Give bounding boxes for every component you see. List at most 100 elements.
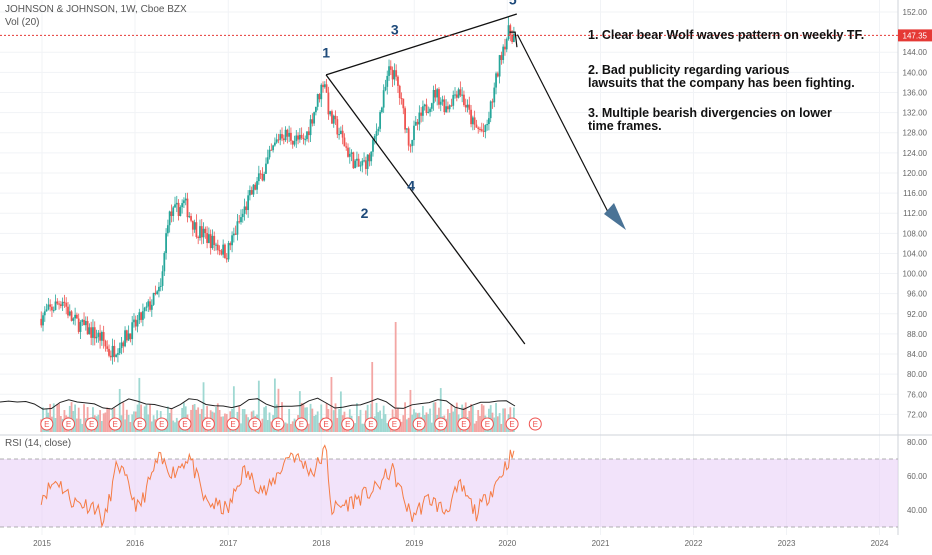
volume-bar (354, 423, 357, 432)
candle-body (315, 106, 317, 113)
candle-body (495, 73, 497, 88)
candle-body (106, 346, 109, 349)
candle-body (161, 271, 164, 286)
volume-bar (118, 388, 121, 432)
candle-body (100, 332, 103, 341)
volume-bar (336, 417, 339, 432)
volume-bar (193, 404, 196, 432)
volume-bar (150, 421, 153, 432)
candle-body (336, 119, 339, 135)
candle-body (70, 311, 73, 321)
candle-body (311, 119, 314, 124)
candle-body (193, 222, 196, 230)
price-axis-tick: 84.00 (907, 350, 928, 359)
candle-body (266, 157, 269, 164)
candle-body (306, 131, 308, 140)
volume-bar (245, 414, 248, 432)
candle-body (291, 140, 294, 145)
candle-body (504, 46, 506, 50)
earnings-marker-label: E (275, 420, 280, 429)
price-axis-tick: 112.00 (903, 209, 927, 218)
candle-body (86, 320, 89, 335)
volume-bar (439, 388, 442, 432)
candle-body (441, 99, 444, 102)
volume-bar (298, 391, 301, 432)
candle-body (259, 173, 262, 175)
candle-body (354, 160, 357, 169)
candle-body (348, 153, 351, 157)
candle-body (480, 129, 483, 131)
volume-bar (454, 408, 456, 432)
volume-bar (356, 403, 358, 432)
candle-body (143, 307, 146, 312)
volume-bar (172, 420, 175, 432)
candle-body (338, 134, 340, 136)
candle-body (245, 206, 248, 211)
candle-body (257, 173, 260, 182)
volume-bar (138, 377, 141, 432)
candle-body (229, 243, 232, 246)
candle-body (231, 235, 233, 246)
candle-body (457, 89, 460, 98)
candle-body (58, 303, 60, 305)
volume-bar (122, 402, 125, 432)
candle-body (352, 152, 355, 169)
candle-body (79, 322, 82, 332)
volume-bar (261, 418, 264, 432)
price-axis-tick: 116.00 (903, 189, 927, 198)
rsi-axis-tick: 60.00 (907, 472, 928, 481)
candle-body (206, 233, 209, 243)
candle-body (163, 253, 166, 272)
volume-bar (371, 362, 374, 432)
price-axis-tick: 132.00 (903, 109, 928, 118)
volume-bar (195, 409, 198, 432)
candle-body (88, 327, 91, 335)
annotation-line-5: time frames. (588, 119, 662, 133)
candle-body (273, 142, 276, 146)
volume-bar (59, 415, 62, 432)
candle-body (200, 226, 203, 238)
price-axis-tick: 104.00 (903, 249, 928, 258)
volume-bar (332, 410, 335, 432)
time-axis-tick: 2019 (405, 539, 423, 548)
volume-bar (382, 405, 385, 432)
volume-bar (400, 421, 403, 432)
candle-body (450, 105, 453, 107)
candle-body (124, 330, 126, 347)
candle-body (409, 145, 412, 147)
projection-arrowhead (604, 203, 626, 230)
candle-body (322, 84, 324, 88)
candle-body (150, 304, 153, 310)
earnings-marker-label: E (66, 420, 71, 429)
candle-body (332, 115, 335, 124)
candle-body (76, 314, 78, 319)
candle-body (380, 107, 383, 113)
earnings-marker-label: E (438, 420, 443, 429)
candle-body (156, 291, 159, 294)
volume-bar (375, 402, 378, 432)
earnings-marker (178, 417, 192, 431)
candle-body (391, 69, 394, 80)
candle-body (502, 46, 505, 60)
candle-body (84, 320, 87, 326)
earnings-marker (294, 417, 308, 431)
candle-body (398, 85, 401, 99)
earnings-marker (387, 417, 401, 431)
earnings-marker-label: E (345, 420, 350, 429)
volume-bar (102, 413, 105, 432)
candle-body (422, 106, 424, 116)
volume-bar (243, 409, 246, 432)
candle-body (284, 129, 287, 141)
volume-bar (498, 413, 501, 432)
candle-body (382, 90, 385, 108)
candle-body (207, 234, 210, 243)
candle-body (420, 112, 423, 116)
earnings-marker-label: E (485, 420, 490, 429)
candle-body (90, 327, 93, 338)
candle-body (183, 200, 185, 204)
volume-bar (286, 423, 289, 432)
volume-bar (446, 409, 449, 432)
volume-bar (464, 402, 467, 432)
candle-body (195, 222, 198, 237)
